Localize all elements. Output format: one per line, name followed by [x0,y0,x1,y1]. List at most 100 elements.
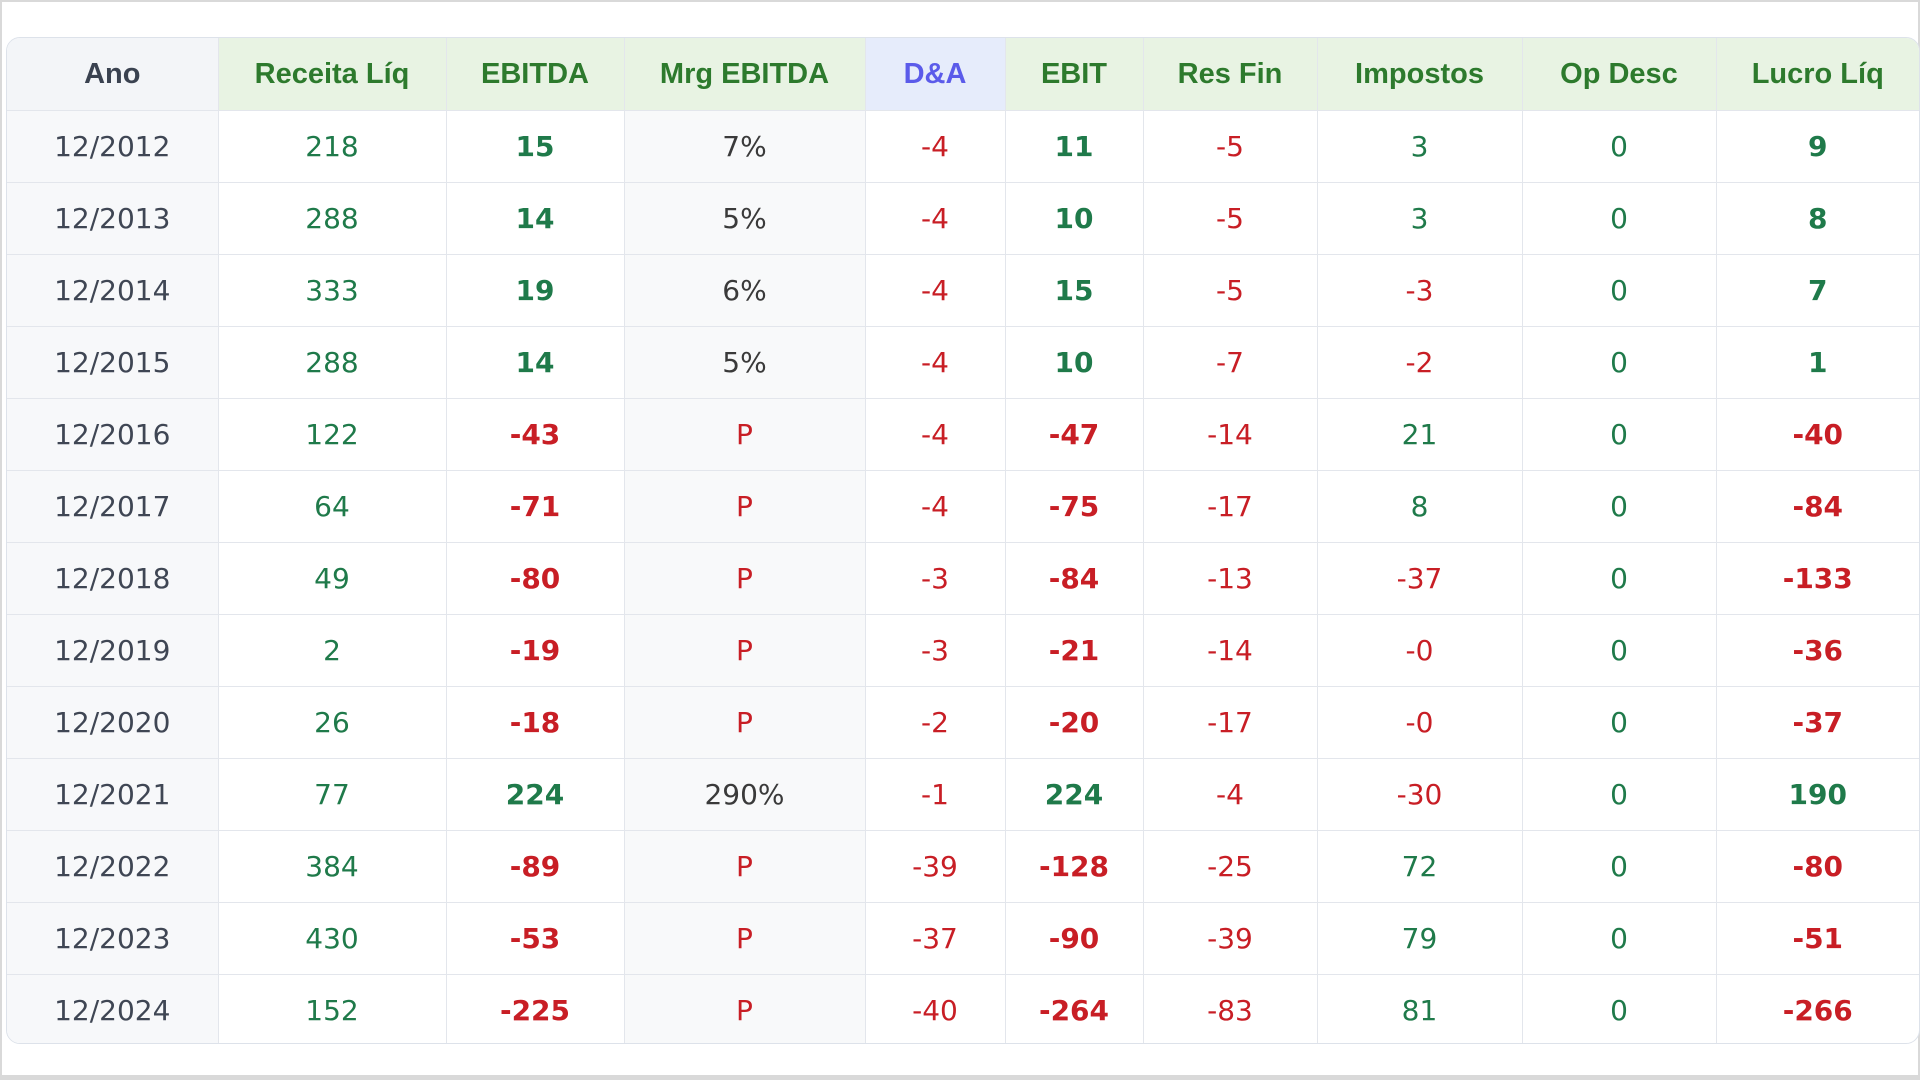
cell-receita-liq: 218 [218,110,447,183]
cell-lucro-liq: -80 [1716,830,1919,903]
cell-ebit: -21 [1005,614,1144,687]
cell-mrg-ebitda: P [624,974,866,1043]
header-res-fin[interactable]: Res Fin [1143,38,1318,111]
cell-lucro-liq: -84 [1716,470,1919,543]
cell-impostos: 8 [1317,470,1523,543]
header-da[interactable]: D&A [865,38,1006,111]
table-row: 12/2019 2 -19 P -3 -21 -14 -0 0 -36 [7,614,1919,687]
cell-da: -4 [865,326,1006,399]
header-row: Ano Receita Líq EBITDA Mrg EBITDA D&A EB… [7,38,1919,111]
cell-da: -3 [865,614,1006,687]
cell-ano: 12/2018 [7,542,219,615]
cell-lucro-liq: -266 [1782,994,1853,1027]
cell-da: -3 [865,542,1006,615]
cell-ebitda: -43 [446,398,625,471]
cell-receita-liq: 122 [218,398,447,471]
cell-op-desc: 0 [1522,254,1717,327]
table-row: 12/2012 218 15 7% -4 11 -5 3 0 9 [7,110,1919,183]
cell-receita-liq: 430 [218,902,447,975]
cell-ebit: -20 [1005,686,1144,759]
financial-table-card: Ano Receita Líq EBITDA Mrg EBITDA D&A EB… [6,37,1920,1044]
cell-ano: 12/2021 [7,758,219,831]
cell-ebit: -264 [1005,974,1144,1043]
table-row: 12/2022 384 -89 P -39 -128 -25 72 0 -80 [7,830,1919,903]
cell-res-fin: -17 [1143,686,1318,759]
cell-receita-liq: 288 [218,182,447,255]
table-body: 12/2012 218 15 7% -4 11 -5 3 0 9 12/2013 288 14 5% -4 1… [7,110,1919,1043]
cell-op-desc: 0 [1522,830,1717,903]
table-row: 12/2023 430 -53 P -37 -90 -39 79 0 -51 [7,902,1919,975]
cell-res-fin: -14 [1143,614,1318,687]
cell-ebitda: -53 [446,902,625,975]
cell-receita-liq: 77 [218,758,447,831]
cell-impostos: 3 [1317,182,1523,255]
cell-ano: 12/2020 [7,686,219,759]
cell-res-fin: -17 [1143,470,1318,543]
cell-ebit: 11 [1005,110,1144,183]
cell-da: -39 [865,830,1006,903]
cell-mrg-ebitda: 290% [624,758,866,831]
cell-ano: 12/2012 [7,110,219,183]
cell-impostos: -37 [1317,542,1523,615]
cell-res-fin: -4 [1143,758,1318,831]
cell-ebit: 15 [1005,254,1144,327]
cell-receita-liq: 152 [218,974,447,1043]
cell-ebitda: 15 [446,110,625,183]
cell-mrg-ebitda: P [624,902,866,975]
cell-op-desc: 0 [1522,974,1717,1043]
table-row: 12/2016 122 -43 P -4 -47 -14 21 0 -40 [7,398,1919,471]
table-row: 12/2013 288 14 5% -4 10 -5 3 0 8 [7,182,1919,255]
cell-ebitda: 14 [446,182,625,255]
cell-ebitda: 14 [446,326,625,399]
header-lucro-liq[interactable]: Lucro Líq [1716,38,1919,111]
cell-mrg-ebitda: P [624,830,866,903]
cell-mrg-ebitda: P [624,614,866,687]
cell-impostos: -3 [1317,254,1523,327]
cell-ebitda: -19 [446,614,625,687]
cell-op-desc: 0 [1522,326,1717,399]
cell-op-desc: 0 [1522,902,1717,975]
cell-ano: 12/2016 [7,398,219,471]
header-ebitda[interactable]: EBITDA [446,38,625,111]
header-receita-liq[interactable]: Receita Líq [218,38,447,111]
cell-receita-liq: 333 [218,254,447,327]
header-ebit[interactable]: EBIT [1005,38,1144,111]
header-op-desc[interactable]: Op Desc [1522,38,1717,111]
cell-ano: 12/2013 [7,182,219,255]
cell-res-fin: -5 [1143,182,1318,255]
cell-res-fin: -25 [1143,830,1318,903]
cell-ebit: -90 [1005,902,1144,975]
cell-ebitda: 224 [446,758,625,831]
cell-ebitda: 19 [446,254,625,327]
table-row: 12/2020 26 -18 P -2 -20 -17 -0 0 -37 [7,686,1919,759]
cell-op-desc: 0 [1522,110,1717,183]
cell-op-desc: 0 [1522,542,1717,615]
table-row: 12/2024 152 -225 P -40 -264 -83 81 0 -266 [7,974,1919,1043]
cell-ebitda: -18 [446,686,625,759]
cell-lucro-liq: -37 [1716,686,1919,759]
cell-ano: 12/2024 [7,974,219,1043]
cell-mrg-ebitda: P [624,398,866,471]
cell-da: -2 [865,686,1006,759]
cell-ebit: -84 [1005,542,1144,615]
cell-lucro-liq: -36 [1716,614,1919,687]
cell-impostos: 3 [1317,110,1523,183]
cell-op-desc: 0 [1522,686,1717,759]
cell-impostos: 79 [1317,902,1523,975]
header-ano[interactable]: Ano [7,38,219,111]
header-mrg-ebitda[interactable]: Mrg EBITDA [624,38,866,111]
cell-da: -4 [865,182,1006,255]
cell-impostos: -0 [1317,686,1523,759]
cell-mrg-ebitda: 5% [624,182,866,255]
cell-ano: 12/2015 [7,326,219,399]
cell-mrg-ebitda: 7% [624,110,866,183]
financial-table: Ano Receita Líq EBITDA Mrg EBITDA D&A EB… [7,38,1919,1043]
header-impostos[interactable]: Impostos [1317,38,1523,111]
cell-impostos: 72 [1317,830,1523,903]
cell-res-fin: -39 [1143,902,1318,975]
cell-mrg-ebitda: 6% [624,254,866,327]
cell-impostos: 21 [1317,398,1523,471]
cell-mrg-ebitda: P [624,470,866,543]
cell-receita-liq: 384 [218,830,447,903]
